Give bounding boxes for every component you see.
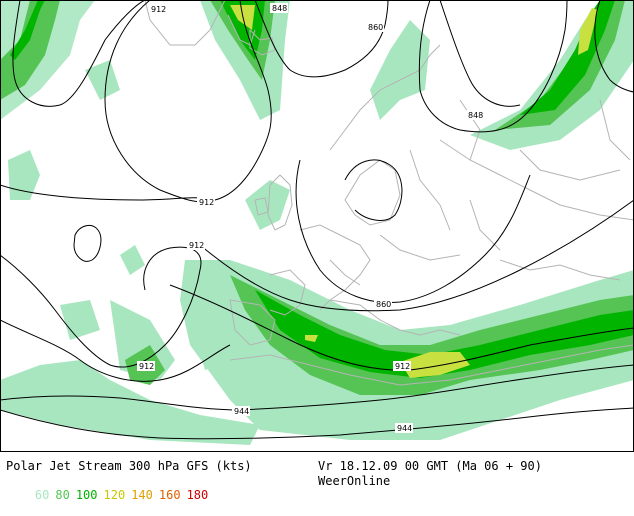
map-footer: Polar Jet Stream 300 hPa GFS (kts) Vr 18… bbox=[0, 452, 634, 502]
contour-label: 848 bbox=[466, 110, 484, 120]
svg-text:912: 912 bbox=[199, 198, 214, 207]
jet-stream-map: 912 860 848 848 912 912 860 912 912 944 … bbox=[0, 0, 634, 452]
contour-label: 860 bbox=[366, 22, 384, 32]
svg-text:912: 912 bbox=[189, 241, 204, 250]
legend-item-140: 140 bbox=[131, 488, 153, 502]
svg-text:848: 848 bbox=[468, 111, 483, 120]
valid-time: Vr 18.12.09 00 GMT (Ma 06 + 90) bbox=[318, 459, 542, 473]
speed-legend: 60 80 100 120 140 160 180 bbox=[6, 474, 214, 516]
chart-title: Polar Jet Stream 300 hPa GFS (kts) bbox=[6, 459, 252, 473]
svg-text:860: 860 bbox=[368, 23, 383, 32]
contour-layer bbox=[0, 0, 634, 440]
legend-item-100: 100 bbox=[75, 488, 98, 502]
coastline-layer bbox=[144, 0, 634, 386]
contour-label: 912 bbox=[187, 240, 205, 250]
svg-text:912: 912 bbox=[151, 5, 166, 14]
contour-label: 944 bbox=[395, 423, 413, 433]
contour-label: 912 bbox=[393, 361, 411, 371]
brand-label: WeerOnline bbox=[318, 474, 391, 488]
contour-label: 848 bbox=[270, 3, 288, 13]
svg-text:944: 944 bbox=[397, 424, 412, 433]
legend-item-160: 160 bbox=[158, 488, 181, 502]
legend-item-180: 180 bbox=[186, 488, 209, 502]
legend-item-60: 60 bbox=[34, 488, 50, 502]
contour-label: 860 bbox=[374, 299, 392, 309]
contour-labels: 912 860 848 848 912 912 860 912 912 944 … bbox=[137, 3, 484, 433]
svg-text:848: 848 bbox=[272, 4, 287, 13]
jet-fill-layer bbox=[0, 0, 634, 445]
contour-label: 912 bbox=[197, 197, 215, 207]
legend-item-120: 120 bbox=[103, 488, 126, 502]
svg-text:944: 944 bbox=[234, 407, 249, 416]
contour-label: 944 bbox=[232, 406, 250, 416]
svg-text:860: 860 bbox=[376, 300, 391, 309]
svg-text:912: 912 bbox=[395, 362, 410, 371]
contour-label: 912 bbox=[149, 4, 167, 14]
svg-text:912: 912 bbox=[139, 362, 154, 371]
legend-item-80: 80 bbox=[55, 488, 70, 502]
contour-label: 912 bbox=[137, 361, 155, 371]
